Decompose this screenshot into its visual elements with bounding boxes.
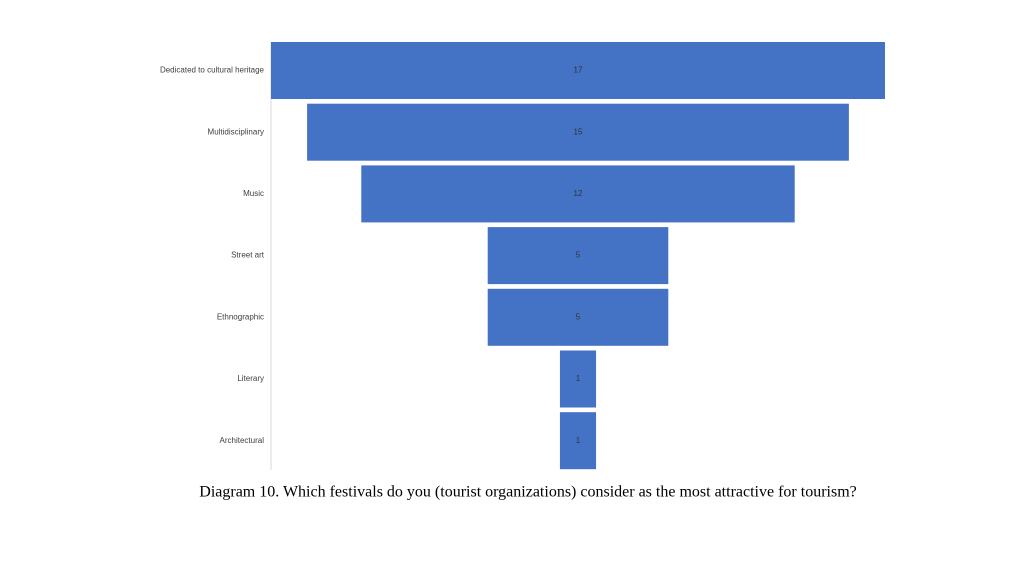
bar: [271, 42, 885, 99]
data-label: 1: [576, 374, 581, 383]
data-label: 1: [576, 436, 581, 445]
data-label: 12: [574, 189, 583, 198]
category-label: Literary: [237, 374, 264, 383]
bar: [559, 412, 597, 470]
data-label: 15: [574, 127, 583, 136]
bar: [307, 103, 849, 161]
category-label: Music: [243, 189, 264, 198]
bar: [559, 350, 597, 408]
data-label: 5: [576, 251, 581, 260]
category-label: Architectural: [220, 436, 265, 445]
bar: [487, 288, 669, 346]
category-label: Street art: [231, 251, 265, 260]
bar: [361, 165, 795, 223]
chart-caption: Diagram 10. Which festivals do you (tour…: [199, 484, 856, 501]
data-label: 17: [574, 66, 583, 75]
category-label: Dedicated to cultural heritage: [160, 66, 265, 75]
category-label: Ethnographic: [217, 312, 264, 321]
category-label: Multidisciplinary: [208, 127, 264, 136]
data-label: 5: [576, 312, 581, 321]
bar: [487, 227, 669, 285]
